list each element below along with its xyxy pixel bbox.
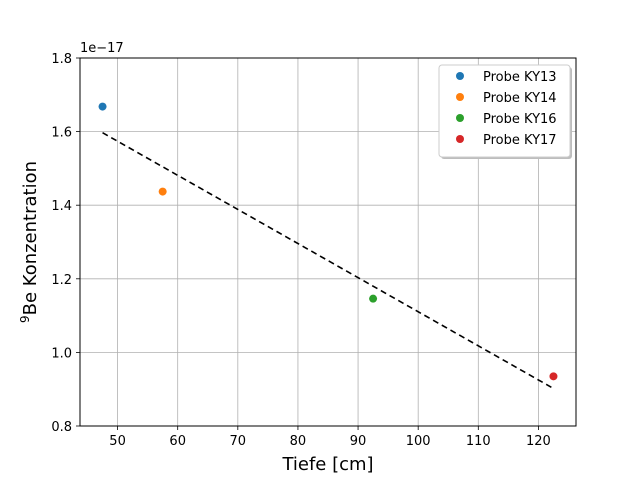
- y-tick-label: 0.8: [51, 420, 72, 435]
- legend-label: Probe KY13: [483, 70, 557, 85]
- legend-label: Probe KY17: [483, 133, 557, 148]
- y-tick-label: 1.2: [51, 273, 72, 288]
- y-axis-label-text: Be Konzentration: [20, 161, 41, 315]
- x-axis-label: Tiefe [cm]: [281, 454, 373, 475]
- x-tick-label: 70: [230, 434, 247, 449]
- y-tick-label: 1.0: [51, 346, 72, 361]
- legend-label: Probe KY14: [483, 91, 557, 106]
- fit-line-layer: [102, 132, 554, 390]
- legend: Probe KY13 Probe KY14 Probe KY16 Probe KY17: [438, 64, 572, 159]
- data-point: [369, 294, 378, 303]
- x-tick-label: 110: [466, 434, 491, 449]
- legend-frame: [438, 64, 571, 158]
- plot-frame: [79, 57, 577, 427]
- y-axis-label-superscript: 9: [18, 315, 32, 323]
- legend-marker: [456, 114, 464, 122]
- legend-marker: [456, 93, 464, 101]
- y-axis-label: 9Be Konzentration: [18, 161, 41, 323]
- legend-label: Probe KY16: [483, 112, 557, 127]
- x-tick-label: 100: [406, 434, 431, 449]
- x-tick-label: 50: [109, 434, 126, 449]
- data-point: [549, 372, 558, 381]
- y-offset-text: 1e−17: [80, 41, 124, 56]
- fit-line: [102, 132, 554, 390]
- x-tick-label: 60: [169, 434, 186, 449]
- x-axis-ticks: 50 60 70 80 90 100 110 120: [109, 426, 551, 449]
- y-tick-label: 1.6: [51, 126, 72, 141]
- x-tick-label: 80: [290, 434, 307, 449]
- y-tick-label: 1.8: [51, 52, 72, 67]
- x-tick-label: 120: [526, 434, 551, 449]
- y-axis-ticks: 0.8 1.0 1.2 1.4 1.6 1.8: [51, 52, 80, 435]
- x-tick-label: 90: [350, 434, 367, 449]
- legend-marker: [456, 135, 464, 143]
- y-tick-label: 1.4: [51, 199, 72, 214]
- data-points: [98, 102, 558, 381]
- data-point: [98, 102, 107, 111]
- data-point: [158, 187, 167, 196]
- legend-marker: [456, 72, 464, 80]
